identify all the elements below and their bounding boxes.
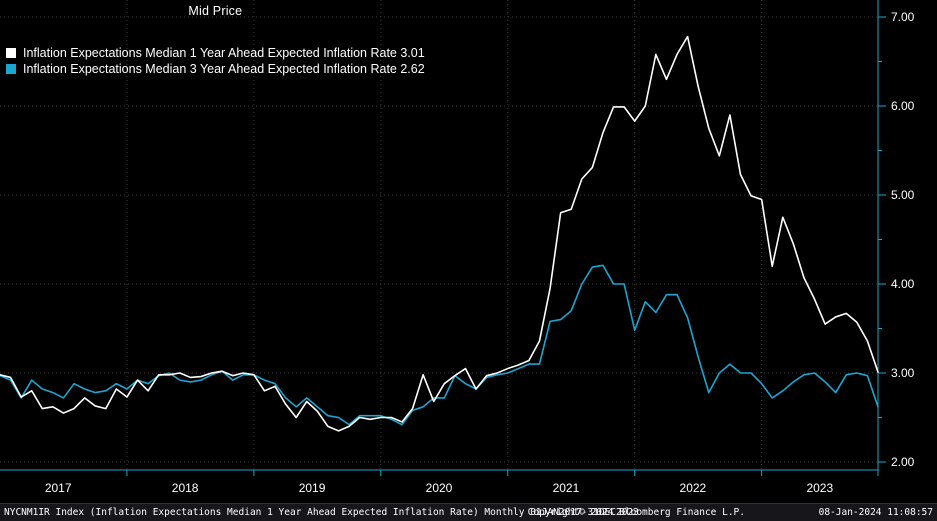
status-copyright: Copyright© 2024 Bloomberg Finance L.P.: [527, 507, 745, 518]
x-axis-label: 2020: [426, 481, 453, 495]
x-axis-label: 2018: [172, 481, 199, 495]
legend-swatch-3yr-icon: [6, 64, 16, 74]
x-axis-label: 2022: [680, 481, 707, 495]
legend-item-3yr-label: Inflation Expectations Median 3 Year Ahe…: [23, 62, 425, 76]
x-axis-label: 2017: [45, 481, 72, 495]
x-axis-label: 2019: [299, 481, 326, 495]
status-datetime: 08-Jan-2024 11:08:57: [818, 507, 933, 518]
legend-item-3yr[interactable]: Inflation Expectations Median 3 Year Ahe…: [6, 61, 425, 77]
series-line-1yr: [0, 35, 879, 432]
y-axis-label: 6.00: [891, 99, 915, 113]
chart-canvas[interactable]: 2.00 3.00 4.00 5.00 6.00 7.00 2017 2018 2019 2020…: [0, 0, 937, 503]
legend-swatch-1yr-icon: [6, 48, 16, 58]
status-bar: NYCNM1IR Index (Inflation Expectations M…: [0, 503, 937, 521]
series-line-3yr: [0, 264, 879, 426]
x-axis-label: 2023: [806, 481, 833, 495]
y-axis-label: 7.00: [891, 10, 915, 24]
legend: Mid Price Inflation Expectations Median …: [6, 4, 425, 77]
y-axis-label: 5.00: [891, 188, 915, 202]
legend-item-1yr[interactable]: Inflation Expectations Median 1 Year Ahe…: [6, 45, 425, 61]
y-axis-label: 4.00: [891, 277, 915, 291]
chart-area: 2.00 3.00 4.00 5.00 6.00 7.00 2017 2018 2019 2020…: [0, 0, 937, 503]
status-ticker-description: NYCNM1IR Index (Inflation Expectations M…: [4, 507, 639, 518]
y-axis-label: 3.00: [891, 366, 915, 380]
legend-title: Mid Price: [188, 4, 243, 18]
x-axis-label: 2021: [553, 481, 580, 495]
legend-item-1yr-label: Inflation Expectations Median 1 Year Ahe…: [23, 46, 425, 60]
y-axis-label: 2.00: [891, 455, 915, 469]
